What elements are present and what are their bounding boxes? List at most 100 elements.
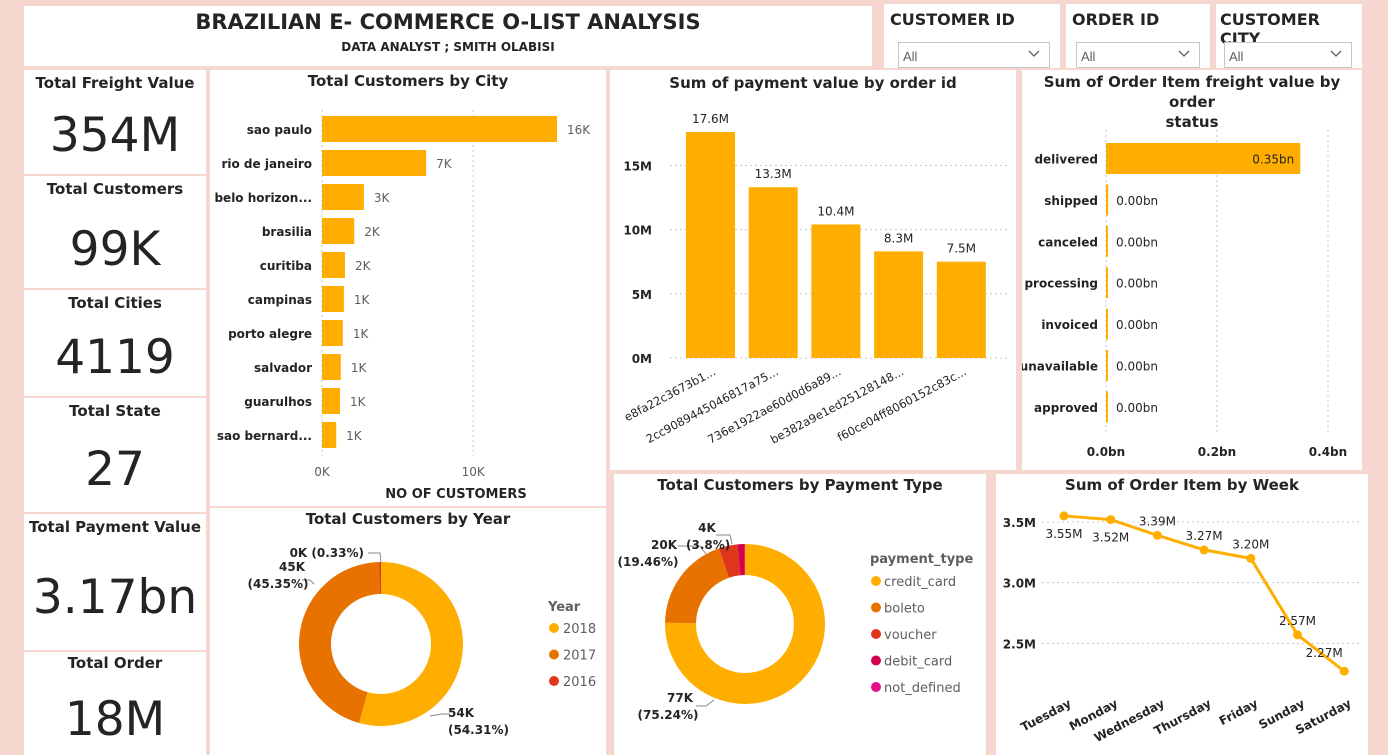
data-point <box>1106 515 1116 525</box>
category-label: Friday <box>1217 696 1260 728</box>
slicer-title: CUSTOMER ID <box>890 10 1015 29</box>
y-tick-label: 3.0M <box>1003 577 1036 591</box>
kpi-label: Total Payment Value <box>28 518 201 536</box>
slice-label: 77K <box>667 691 694 705</box>
kpi-card-orders: Total Order 18M <box>24 652 206 755</box>
category-label: Tuesday <box>1018 696 1073 734</box>
kpi-label: Total State <box>69 402 161 420</box>
pie-slice <box>665 548 729 624</box>
bar <box>322 388 340 414</box>
data-label: 0.00bn <box>1116 194 1158 208</box>
data-label: 3.39M <box>1139 514 1176 528</box>
legend-marker <box>549 649 559 660</box>
bar <box>1106 308 1108 340</box>
category-label: approved <box>1034 401 1098 415</box>
data-label: 3.27M <box>1186 529 1223 543</box>
slice-label: 4K <box>698 521 716 535</box>
slice-label: 54K <box>448 706 475 720</box>
slice-label: (45.35%) <box>248 577 309 591</box>
data-label: 3.52M <box>1092 531 1129 545</box>
leader-line <box>429 713 450 717</box>
kpi-card-state: Total State 27 <box>24 398 206 512</box>
slice-label: 0K (0.33%) <box>290 546 364 560</box>
data-label: 2K <box>355 259 372 273</box>
category-label: sao paulo <box>247 123 312 137</box>
legend-marker <box>871 655 881 666</box>
bar <box>1106 184 1109 216</box>
slice-label: 20K <box>651 538 678 552</box>
data-label: 1K <box>353 327 370 341</box>
customer-city-dropdown[interactable]: All <box>1224 42 1352 68</box>
legend-label: 2016 <box>563 675 596 690</box>
x-tick-label: 0K <box>314 465 331 479</box>
legend-marker <box>549 623 559 633</box>
leader-line <box>696 699 715 707</box>
legend-title: Year <box>547 600 581 615</box>
data-label: 3K <box>374 191 391 205</box>
order-id-dropdown[interactable]: All <box>1076 42 1200 68</box>
category-label: porto alegre <box>228 327 312 341</box>
chart-freight-by-status: Sum of Order Item freight value by order… <box>1022 70 1362 470</box>
pie-slice <box>359 562 463 726</box>
bar <box>1106 267 1108 299</box>
kpi-value: 354M <box>49 108 181 163</box>
kpi-card-payment: Total Payment Value 3.17bn <box>24 514 206 650</box>
chart-customers-by-city: Total Customers by City 0K 10K sao paulo 16… <box>210 70 606 506</box>
chart-title: Sum of Order Item freight value by order… <box>1022 72 1362 132</box>
slice-label: (19.46%) <box>618 555 679 569</box>
bar <box>686 132 735 358</box>
y-tick-label: 3.5M <box>1003 516 1036 530</box>
category-label: brasilia <box>262 225 312 239</box>
legend-label: credit_card <box>884 575 956 590</box>
legend-marker <box>871 682 881 692</box>
data-label: 2.27M <box>1306 646 1343 660</box>
bar <box>322 218 355 244</box>
data-point <box>1293 630 1302 640</box>
leader-line <box>716 534 733 545</box>
kpi-value: 27 <box>85 442 145 497</box>
y-tick-label: 15M <box>623 159 652 173</box>
bar <box>874 251 924 358</box>
kpi-label: Total Freight Value <box>35 74 195 92</box>
category-label: processing <box>1024 277 1098 291</box>
bar <box>322 150 427 176</box>
chart-title: Sum of payment value by order id <box>669 74 957 92</box>
kpi-card-freight: Total Freight Value 354M <box>24 70 206 174</box>
data-label: 2K <box>364 225 381 239</box>
y-tick-label: 2.5M <box>1003 637 1036 651</box>
data-label: 1K <box>354 293 371 307</box>
data-label: 13.3M <box>755 167 792 181</box>
chart-title-line: Sum of Order Item freight value by order <box>1043 73 1341 111</box>
slice-label: (3.8%) <box>686 538 730 552</box>
data-point <box>1152 530 1162 540</box>
data-label: 16K <box>567 123 591 137</box>
kpi-value: 18M <box>64 692 166 747</box>
data-label: 3.55M <box>1045 527 1082 541</box>
customer-id-dropdown[interactable]: All <box>898 42 1050 68</box>
category-label: curitiba <box>260 259 312 273</box>
data-label: 7.5M <box>947 242 976 256</box>
slicer-title: ORDER ID <box>1072 10 1160 29</box>
category-label: guarulhos <box>244 395 312 409</box>
data-label: 8.3M <box>884 231 913 245</box>
legend-title: payment_type <box>870 552 973 567</box>
kpi-card-customers: Total Customers 99K <box>24 176 206 288</box>
legend-label: voucher <box>884 628 937 643</box>
slicer-order-id: ORDER ID All <box>1066 4 1210 68</box>
bar <box>748 187 798 358</box>
legend-label: 2017 <box>563 649 596 664</box>
x-axis-label: NO OF CUSTOMERS <box>385 487 526 502</box>
bar <box>322 252 346 278</box>
dropdown-value: All <box>903 49 918 64</box>
data-label: 1K <box>346 429 363 443</box>
status-bar-chart: 0.0bn 0.2bn 0.4bn delivered 0.35bn shipped 0.0… <box>1022 130 1347 459</box>
slicer-customer-city: CUSTOMER CITY All <box>1216 4 1362 68</box>
bar <box>936 261 986 358</box>
dropdown-value: All <box>1081 49 1096 64</box>
y-tick-label: 5M <box>632 288 652 302</box>
category-label: delivered <box>1034 153 1098 167</box>
data-label: 0.00bn <box>1116 277 1158 291</box>
x-tick-label: 0.2bn <box>1198 445 1236 459</box>
header-panel: BRAZILIAN E- COMMERCE O-LIST ANALYSIS DA… <box>24 6 872 66</box>
kpi-label: Total Customers <box>46 180 184 198</box>
